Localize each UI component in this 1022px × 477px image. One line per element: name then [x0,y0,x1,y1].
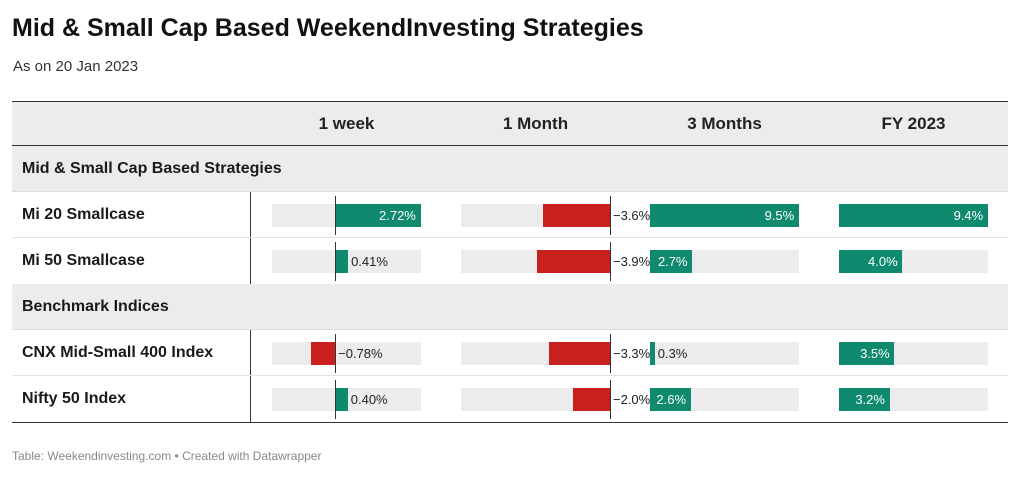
bar-cell: −3.6% [461,196,650,235]
negative-bar [572,388,610,411]
value-label: 2.72% [379,208,416,223]
bar-cell: 2.7% [650,250,799,273]
row-divider [250,376,251,422]
group-label: Mid & Small Cap Based Strategies [22,160,282,177]
row-label: Mi 50 Smallcase [22,252,145,269]
column-header: 3 Months [687,114,762,133]
bar-cell: 9.4% [839,204,988,227]
chart-footer: Table: Weekendinvesting.com • Created wi… [12,449,322,463]
bar-cell: −0.78% [272,334,421,373]
positive-bar [650,250,693,273]
negative-bar [542,204,610,227]
positive-bar [839,342,895,365]
bar-cell: −3.9% [461,242,650,281]
positive-bar [335,250,349,273]
table-header: 1 week 1 Month 3 Months FY 2023 [12,101,1008,146]
zero-line [610,380,611,419]
positive-bar [650,204,799,227]
row-divider [250,238,251,284]
value-label: −3.9% [613,254,651,269]
data-table: 1 week 1 Month 3 Months FY 2023 Mid & Small… [12,101,1008,423]
value-label: 3.5% [860,346,890,361]
negative-bar [548,342,610,365]
row-divider [250,192,251,237]
value-label: 2.7% [657,254,688,269]
table-row: Mi 20 Smallcase 2.72% −3.6% 9.5% 9.4% [12,192,1008,238]
group-header: Benchmark Indices [12,284,1008,330]
value-label: −3.3% [613,346,651,361]
value-label: −0.78% [338,346,383,361]
table-bottom-border [12,422,1008,423]
table-row: Nifty 50 Index 0.40% −2.0% 2.6% 3.2% [12,376,1008,422]
column-header: FY 2023 [881,114,946,133]
bar-cell: 2.6% [650,388,799,411]
table-row: Mi 50 Smallcase 0.41% −3.9% 2.7% 4.0% [12,238,1008,284]
value-label: 0.40% [350,392,388,407]
negative-bar [537,250,610,273]
zero-line [335,242,337,281]
positive-bar [839,250,903,273]
positive-bar [335,204,421,227]
row-label: Mi 20 Smallcase [22,206,145,223]
row-label: Nifty 50 Index [22,390,127,407]
value-label: −3.6% [613,208,651,223]
value-label: 0.3% [657,346,688,361]
positive-bar [839,204,988,227]
chart-subtitle: As on 20 Jan 2023 [13,58,139,75]
value-label: 9.4% [953,208,984,223]
chart-title: Mid & Small Cap Based WeekendInvesting S… [12,14,644,42]
zero-line [335,380,337,419]
positive-bar [839,388,890,411]
bar-cell: 4.0% [839,250,988,273]
negative-bar [310,342,336,365]
value-label: 0.41% [351,254,388,269]
bar-cell: 0.41% [272,242,421,281]
value-label: −2.0% [613,392,651,407]
bar-cell: 3.5% [839,342,988,365]
column-header: 1 week [318,114,375,133]
row-divider [250,330,251,375]
value-label: 3.2% [855,392,885,407]
table-row: CNX Mid-Small 400 Index −0.78% −3.3% 0.3% 3.… [12,330,1008,376]
zero-line [610,196,611,235]
bar-cell: 0.40% [272,380,421,419]
table-body: Mid & Small Cap Based Strategies Mi 20 Sm… [12,146,1008,422]
bar-cell: −3.3% [461,334,650,373]
value-label: 9.5% [764,208,795,223]
positive-bar [650,388,691,411]
positive-bar [650,342,655,365]
bar-cell: 2.72% [272,196,421,235]
group-header: Mid & Small Cap Based Strategies [12,146,1008,192]
bar-cell: 3.2% [839,388,988,411]
bar-cell: 9.5% [650,204,799,227]
row-label: CNX Mid-Small 400 Index [22,344,214,361]
zero-line [335,196,337,235]
column-header: 1 Month [502,114,569,133]
zero-line [610,242,611,281]
value-label: 4.0% [868,254,898,269]
bar-cell: −2.0% [461,380,650,419]
group-label: Benchmark Indices [22,298,169,315]
positive-bar [335,388,348,411]
zero-line [335,334,337,373]
zero-line [610,334,611,373]
bar-cell: 0.3% [650,342,799,365]
value-label: 2.6% [656,392,687,407]
